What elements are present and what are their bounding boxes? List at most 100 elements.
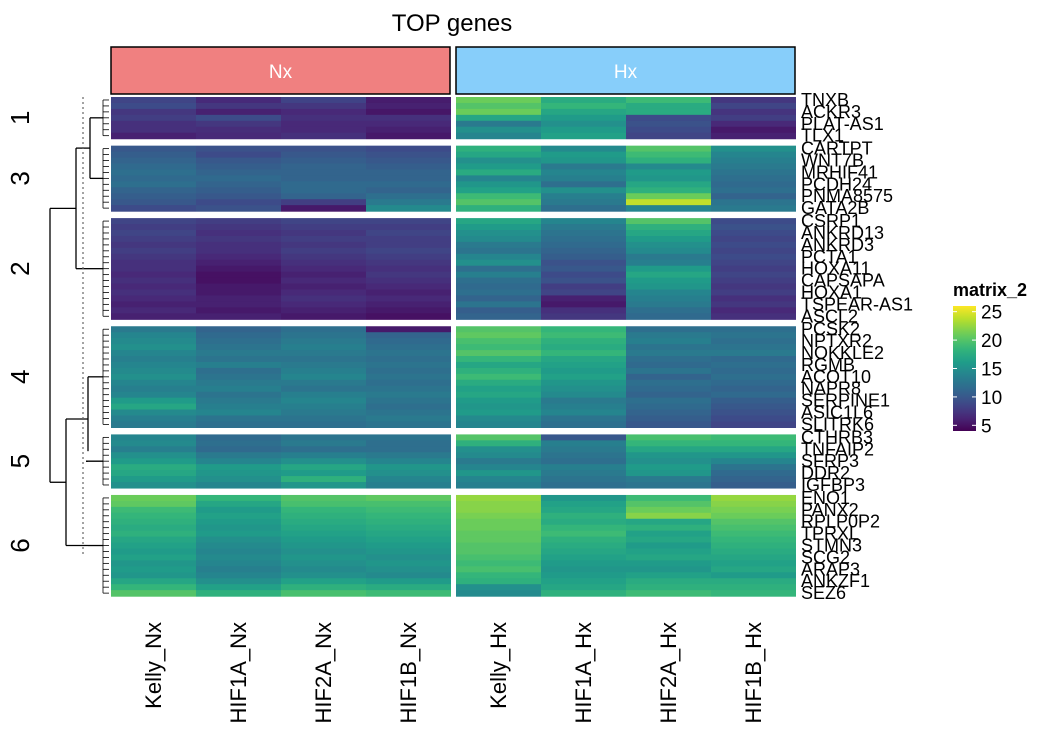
heatmap-cell — [626, 247, 711, 255]
heatmap-cell — [196, 126, 281, 134]
heatmap-cell — [711, 554, 796, 561]
row-dendrogram — [49, 97, 109, 594]
legend-tick-label: 5 — [981, 416, 992, 437]
heatmap-cell — [626, 518, 711, 526]
heatmap-cell — [366, 283, 451, 291]
heatmap-cell — [366, 500, 451, 508]
heatmap-cell — [541, 332, 626, 339]
heatmap-cell — [366, 350, 451, 357]
heatmap-cell — [281, 470, 366, 477]
heatmap-cell — [626, 120, 711, 128]
heatmap-cell — [711, 181, 796, 188]
gene-label: NPTXR2 — [801, 331, 872, 351]
heatmap-cell — [626, 464, 711, 471]
column-group-label: Hx — [614, 62, 638, 83]
heatmap-cell — [196, 295, 281, 302]
heatmap-cell — [111, 542, 196, 550]
heatmap-cell — [196, 554, 281, 561]
heatmap-cell — [711, 403, 796, 411]
heatmap-cell — [366, 361, 451, 369]
heatmap-cell — [626, 566, 711, 573]
heatmap-cell — [281, 193, 366, 200]
heatmap-cell — [626, 289, 711, 297]
heatmap-cell — [711, 205, 796, 212]
heatmap-cell — [196, 524, 281, 532]
heatmap-cell — [456, 114, 541, 122]
heatmap-cell — [366, 313, 451, 320]
heatmap-cell — [541, 247, 626, 255]
heatmap-cell — [196, 452, 281, 459]
heatmap-cell — [366, 356, 451, 363]
heatmap-cell — [281, 367, 366, 375]
gene-label: PCDH24 — [801, 174, 872, 194]
heatmap-cell — [111, 301, 196, 308]
heatmap-cell — [456, 102, 541, 110]
heatmap-cell — [626, 421, 711, 428]
heatmap-cell — [626, 338, 711, 345]
heatmap-cell — [711, 326, 796, 333]
heatmap-cell — [366, 120, 451, 128]
heatmap-cell — [111, 199, 196, 206]
heatmap-cell — [366, 145, 451, 153]
heatmap-cell — [281, 241, 366, 249]
heatmap-cell — [281, 373, 366, 381]
heatmap-cell — [281, 108, 366, 116]
heatmap-cell — [711, 397, 796, 405]
heatmap-cell — [541, 476, 626, 483]
heatmap-cell — [111, 108, 196, 116]
heatmap-cell — [281, 391, 366, 399]
heatmap-cell — [541, 578, 626, 585]
heatmap-cell — [711, 548, 796, 556]
heatmap-cell — [541, 277, 626, 285]
heatmap-cell — [626, 548, 711, 556]
heatmap-cell — [711, 145, 796, 153]
gene-label: TNFAIP2 — [801, 439, 874, 459]
heatmap-cell — [541, 97, 626, 104]
heatmap-cell — [111, 446, 196, 453]
row-slice-label: 3 — [5, 171, 35, 185]
heatmap-cell — [111, 361, 196, 369]
heatmap-cell — [281, 403, 366, 411]
heatmap-cell — [626, 494, 711, 502]
gene-label: MRHIF41 — [801, 162, 878, 182]
heatmap-cell — [541, 338, 626, 345]
heatmap-cell — [541, 344, 626, 351]
heatmap-cell — [626, 500, 711, 508]
heatmap-cell — [541, 326, 626, 333]
heatmap-cell — [456, 230, 541, 237]
heatmap-cell — [196, 385, 281, 393]
heatmap-cell — [196, 344, 281, 351]
heatmap-cell — [196, 566, 281, 573]
heatmap-cell — [456, 295, 541, 302]
heatmap-cell — [626, 265, 711, 273]
heatmap-cell — [711, 114, 796, 122]
heatmap-cell — [626, 361, 711, 369]
heatmap-cell — [711, 187, 796, 194]
column-label: Kelly_Hx — [486, 622, 511, 709]
heatmap-cell — [711, 434, 796, 441]
legend-tick-label: 20 — [981, 331, 1002, 352]
heatmap-cell — [281, 385, 366, 393]
heatmap-cell — [281, 271, 366, 279]
heatmap-cell — [711, 476, 796, 483]
heatmap-cell — [456, 361, 541, 369]
heatmap-cell — [111, 235, 196, 243]
heatmap-cell — [626, 145, 711, 153]
heatmap-cell — [366, 181, 451, 188]
heatmap-cell — [541, 350, 626, 357]
heatmap-cell — [196, 151, 281, 159]
heatmap-cell — [626, 199, 711, 206]
heatmap-cell — [196, 265, 281, 273]
gene-label: NAPR8 — [801, 379, 861, 399]
heatmap-cell — [281, 542, 366, 550]
heatmap-cell — [366, 259, 451, 267]
heatmap-cell — [541, 385, 626, 393]
gene-label: PCSK2 — [801, 319, 860, 339]
heatmap-cell — [711, 391, 796, 399]
row-slice-label: 6 — [5, 538, 35, 552]
heatmap-cell — [456, 326, 541, 333]
heatmap-cell — [626, 446, 711, 453]
heatmap-cell — [281, 409, 366, 417]
heatmap-cell — [456, 385, 541, 393]
